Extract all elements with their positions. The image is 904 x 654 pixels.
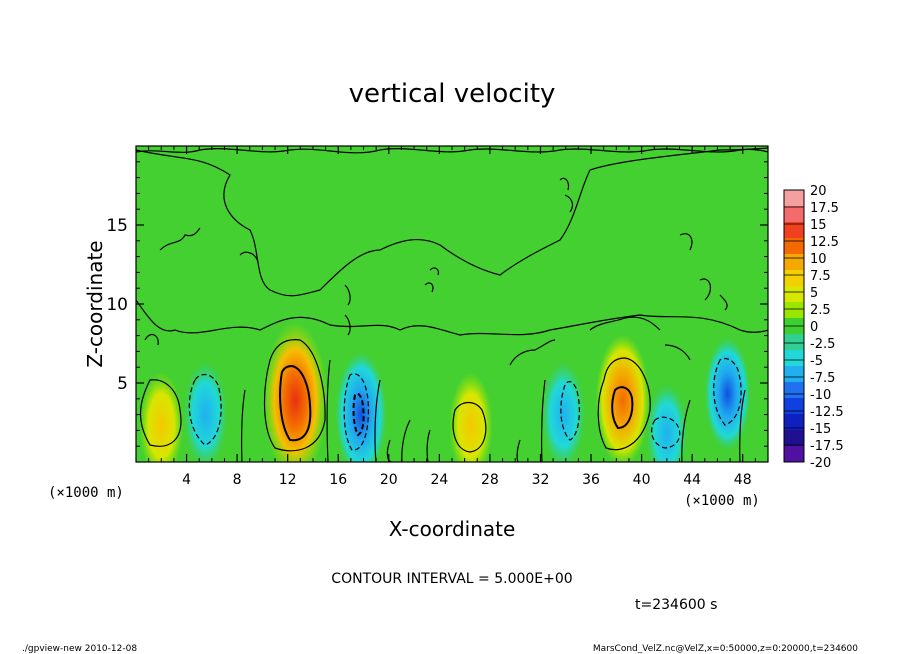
colorbar-label-9: -2.5 xyxy=(810,337,835,352)
downdraft-6 xyxy=(541,361,586,462)
colorbar-swatch-11 xyxy=(784,366,804,383)
footer-left: ./gpview-new 2010-12-08 xyxy=(22,644,137,654)
downdraft-4 xyxy=(335,351,387,462)
colorbar-label-4: 10 xyxy=(810,252,827,267)
y-tick-label-2: 15 xyxy=(106,216,128,236)
x-tick-label-11: 48 xyxy=(734,472,752,488)
updraft-0 xyxy=(263,321,328,462)
colorbar-swatch-2 xyxy=(784,222,804,239)
colorbar: 20 17.5 15 12.5 10 7.5 5 2.5 0 -2.5 -5 -7.5 -10 -12.5… xyxy=(783,184,844,471)
x-tick-label-2: 12 xyxy=(279,472,297,488)
x-tick-label-7: 32 xyxy=(532,472,550,488)
x-tick-label-3: 16 xyxy=(329,472,347,488)
colorbar-swatch-9 xyxy=(784,334,804,351)
x-unit-left: (×1000 m) xyxy=(48,485,124,501)
updraft-1 xyxy=(595,334,650,462)
colorbar-swatch-5 xyxy=(784,270,804,287)
colorbar-swatch-16 xyxy=(784,446,804,463)
x-tick-label-10: 44 xyxy=(683,472,701,488)
colorbar-swatch-7 xyxy=(784,302,804,319)
colorbar-swatch-3 xyxy=(784,238,804,255)
colorbar-swatch-1 xyxy=(784,206,804,223)
x-tick-label-8: 36 xyxy=(582,472,600,488)
colorbar-label-1: 17.5 xyxy=(810,201,839,216)
colorbar-swatch-14 xyxy=(784,414,804,431)
colorbar-swatch-0 xyxy=(784,190,804,207)
colorbar-label-16: -20 xyxy=(810,456,831,471)
x-tick-label-4: 20 xyxy=(380,472,398,488)
x-tick-label-0: 4 xyxy=(182,472,191,488)
downdraft-8 xyxy=(646,383,688,462)
colorbar-label-2: 15 xyxy=(810,218,827,233)
x-tick-label-1: 8 xyxy=(233,472,242,488)
colorbar-swatch-6 xyxy=(784,286,804,303)
colorbar-swatch-10 xyxy=(784,350,804,367)
colorbar-label-8: 0 xyxy=(810,320,818,335)
colorbar-swatch-4 xyxy=(784,254,804,271)
x-tick-label-9: 40 xyxy=(633,472,651,488)
colorbar-label-3: 12.5 xyxy=(810,235,839,250)
colorbar-swatch-12 xyxy=(784,382,804,399)
contour-upper xyxy=(136,147,768,297)
y-tick-label-0: 5 xyxy=(117,374,128,394)
contour-lines xyxy=(136,147,768,462)
colorbar-label-5: 7.5 xyxy=(810,269,831,284)
footer-right: MarsCond_VelZ.nc@VelZ,x=0:50000,z=0:2000… xyxy=(593,644,858,654)
downdraft-7 xyxy=(704,337,751,451)
y-axis-label: Z-coordinate xyxy=(83,240,107,367)
colorbar-swatch-13 xyxy=(784,398,804,415)
colorbar-label-6: 5 xyxy=(810,286,818,301)
colorbar-swatch-15 xyxy=(784,430,804,447)
colorbar-label-13: -12.5 xyxy=(810,405,844,420)
y-tick-label-1: 10 xyxy=(106,295,128,315)
colorbar-label-11: -7.5 xyxy=(810,371,835,386)
colorbar-label-14: -15 xyxy=(810,422,831,437)
x-tick-label-6: 28 xyxy=(481,472,499,488)
updraft-2 xyxy=(139,372,184,462)
colorbar-label-0: 20 xyxy=(810,184,827,199)
time-label: t=234600 s xyxy=(635,597,717,613)
colorbar-label-7: 2.5 xyxy=(810,303,831,318)
updraft-3 xyxy=(449,372,493,462)
chart-title: vertical velocity xyxy=(349,79,556,109)
contour-interval: CONTOUR INTERVAL = 5.000E+00 xyxy=(331,571,572,587)
colorbar-label-15: -17.5 xyxy=(810,439,844,454)
x-unit-right: (×1000 m) xyxy=(684,493,760,509)
colorbar-label-10: -5 xyxy=(810,354,823,369)
x-tick-label-5: 24 xyxy=(430,472,448,488)
colorbar-label-12: -10 xyxy=(810,388,831,403)
downdraft-5 xyxy=(183,361,228,462)
x-axis-label: X-coordinate xyxy=(389,517,516,541)
